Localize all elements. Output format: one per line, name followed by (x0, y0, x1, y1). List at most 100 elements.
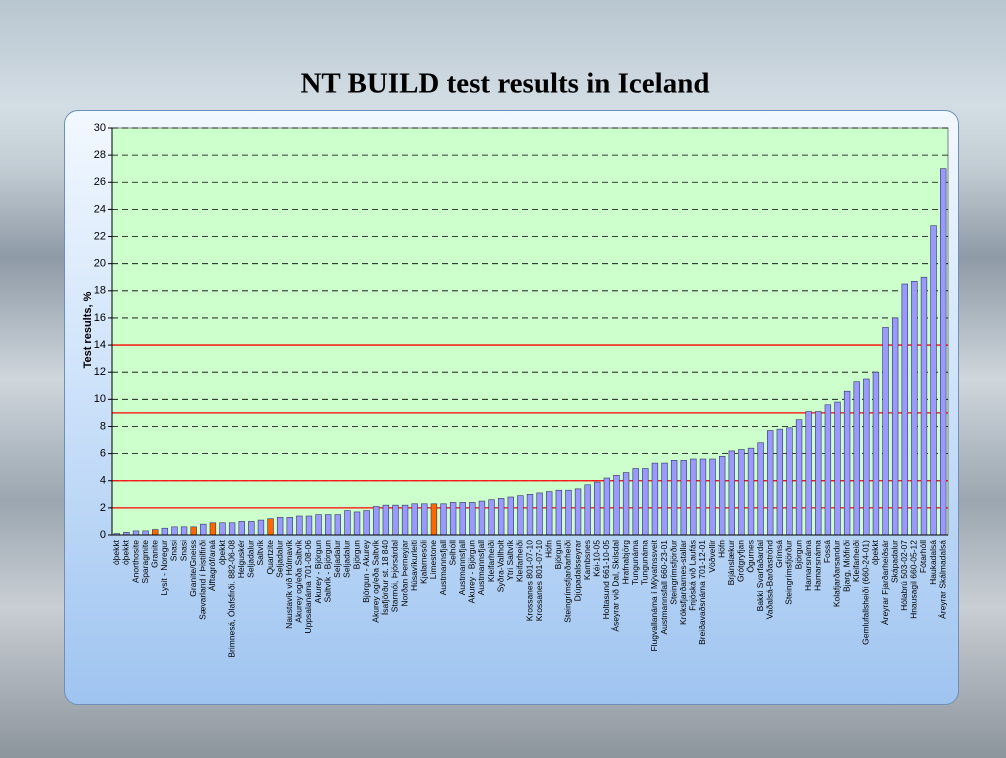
bar (335, 515, 341, 535)
bar (296, 516, 302, 535)
x-tick-label: Áseyrar við Dal, Skilsdal (611, 540, 621, 632)
x-tick-label: Steingrímsfjörður (784, 540, 794, 605)
x-tick-label: óþekkt (121, 539, 131, 565)
y-tick-label: 0 (100, 529, 106, 541)
y-tick-label: 16 (94, 312, 106, 324)
x-tick-label: Áreyrar Fjarðarheiðsár (880, 540, 890, 625)
bar (248, 521, 254, 535)
bar (373, 507, 379, 535)
x-tick-label: Fossá (822, 540, 832, 563)
bar (239, 521, 245, 535)
x-tick-label: Sævarland í Þistilfirði (198, 540, 208, 620)
bar (575, 489, 581, 535)
x-tick-label: Kambsnes (582, 540, 592, 580)
x-tick-label: Quartzite (265, 540, 275, 575)
bar (306, 516, 312, 535)
x-tick-label: Steingrímsfjarðarheiði (563, 540, 573, 623)
x-tick-label: Holtasund 661-10-05 (601, 540, 611, 620)
x-tick-label: Kleifarheiði (851, 540, 861, 582)
bar (921, 277, 927, 535)
x-tick-label: Kéi-10-05 (592, 540, 602, 577)
x-tick-label: Naustavík við Hólmavík (284, 539, 294, 629)
x-tick-label: Brimnesá, Ólafsfirði. 882-06-08 (226, 540, 236, 658)
bar (767, 431, 773, 535)
x-tick-label: Höfn (716, 540, 726, 558)
bar (911, 281, 917, 535)
bar (354, 512, 360, 535)
x-tick-label: Selhóll (447, 540, 457, 566)
bar (152, 530, 158, 535)
bar (825, 405, 831, 535)
x-tick-label: Steingrímsfjörður (668, 540, 678, 605)
x-tick-label: Akurey - Björgun (467, 540, 477, 604)
x-tick-label: Bjarg, Miðfirði (841, 540, 851, 592)
bar (268, 519, 274, 535)
bar (489, 500, 495, 535)
bar (450, 502, 456, 535)
y-tick-label: 4 (100, 475, 106, 487)
x-tick-label: Vöðvellir (707, 540, 717, 573)
bar (815, 412, 821, 535)
y-axis-label: Test results, % (82, 291, 94, 368)
bar (710, 459, 716, 535)
x-tick-label: Fnjóská við Laufás (688, 540, 698, 611)
bar (758, 443, 764, 535)
x-tick-label: Saltvík - Björgun (322, 540, 332, 603)
y-tick-label: 26 (94, 176, 106, 188)
bar (729, 451, 735, 535)
bar (835, 402, 841, 535)
y-tick-label: 18 (94, 285, 106, 297)
x-tick-label: Brjánslækur (726, 540, 736, 586)
x-tick-label: Starmói, Þjórsárdal (390, 540, 400, 612)
slide: NT BUILD test results in Iceland Test re… (0, 0, 1006, 758)
bar (623, 473, 629, 535)
x-tick-label: Syðra-Vallholt (495, 539, 505, 592)
bar (460, 502, 466, 535)
x-tick-label: Tungunáma (630, 540, 640, 585)
x-tick-label: óþekkt (870, 539, 880, 565)
bar (200, 524, 206, 535)
x-tick-label: Ísafjörður st. 18 840 (380, 540, 390, 615)
x-tick-label: Grímsá (774, 540, 784, 568)
chart-title: NT BUILD test results in Iceland (300, 68, 709, 100)
x-tick-label: Króksfjarðarnes-stallar (678, 540, 688, 625)
x-tick-label: Hnausagil 660-05-12 (909, 540, 919, 619)
bar (479, 501, 485, 535)
bar (537, 493, 543, 535)
x-tick-label: Akurey - Björgun (313, 540, 323, 604)
bar (345, 511, 351, 535)
bar (325, 515, 331, 535)
bar (902, 284, 908, 535)
bar (421, 504, 427, 535)
x-tick-label: Tungunáma (640, 540, 650, 585)
x-tick-label: Hamarsnáma (813, 540, 823, 591)
x-tick-label: Hamarsnáma (803, 540, 813, 591)
x-tick-label: óþekkt (111, 539, 121, 565)
bar (172, 527, 178, 535)
bar (383, 505, 389, 535)
x-tick-label: Ögurnes (745, 540, 755, 573)
bar (604, 478, 610, 535)
bar (594, 482, 600, 535)
x-tick-label: Seljadalur (342, 540, 352, 578)
x-tick-label: Limestone (428, 540, 438, 579)
x-tick-label: óþekkt (217, 539, 227, 565)
x-tick-label: Krossanes 801-07-10 (524, 540, 534, 622)
x-tick-label: Fótarhóll (918, 540, 928, 573)
bar (393, 505, 399, 535)
bar (412, 504, 418, 535)
bar (931, 226, 937, 535)
bar (258, 520, 264, 535)
bar (556, 490, 562, 535)
x-tick-label: Austmannsfall 660-23-01 (659, 540, 669, 635)
x-tick-label: Grótgryfjan (736, 540, 746, 582)
x-tick-label: Hólabrú 503-02-07 (899, 540, 909, 611)
x-tick-label: Björgun (553, 540, 563, 570)
x-tick-label: Akurey og/eða Saltvík (371, 539, 381, 622)
y-tick-label: 2 (100, 502, 106, 514)
x-tick-label: Ytri Saltvík (505, 539, 515, 580)
bar (681, 460, 687, 535)
bar (162, 528, 168, 535)
bar (441, 504, 447, 535)
bar (229, 523, 235, 535)
